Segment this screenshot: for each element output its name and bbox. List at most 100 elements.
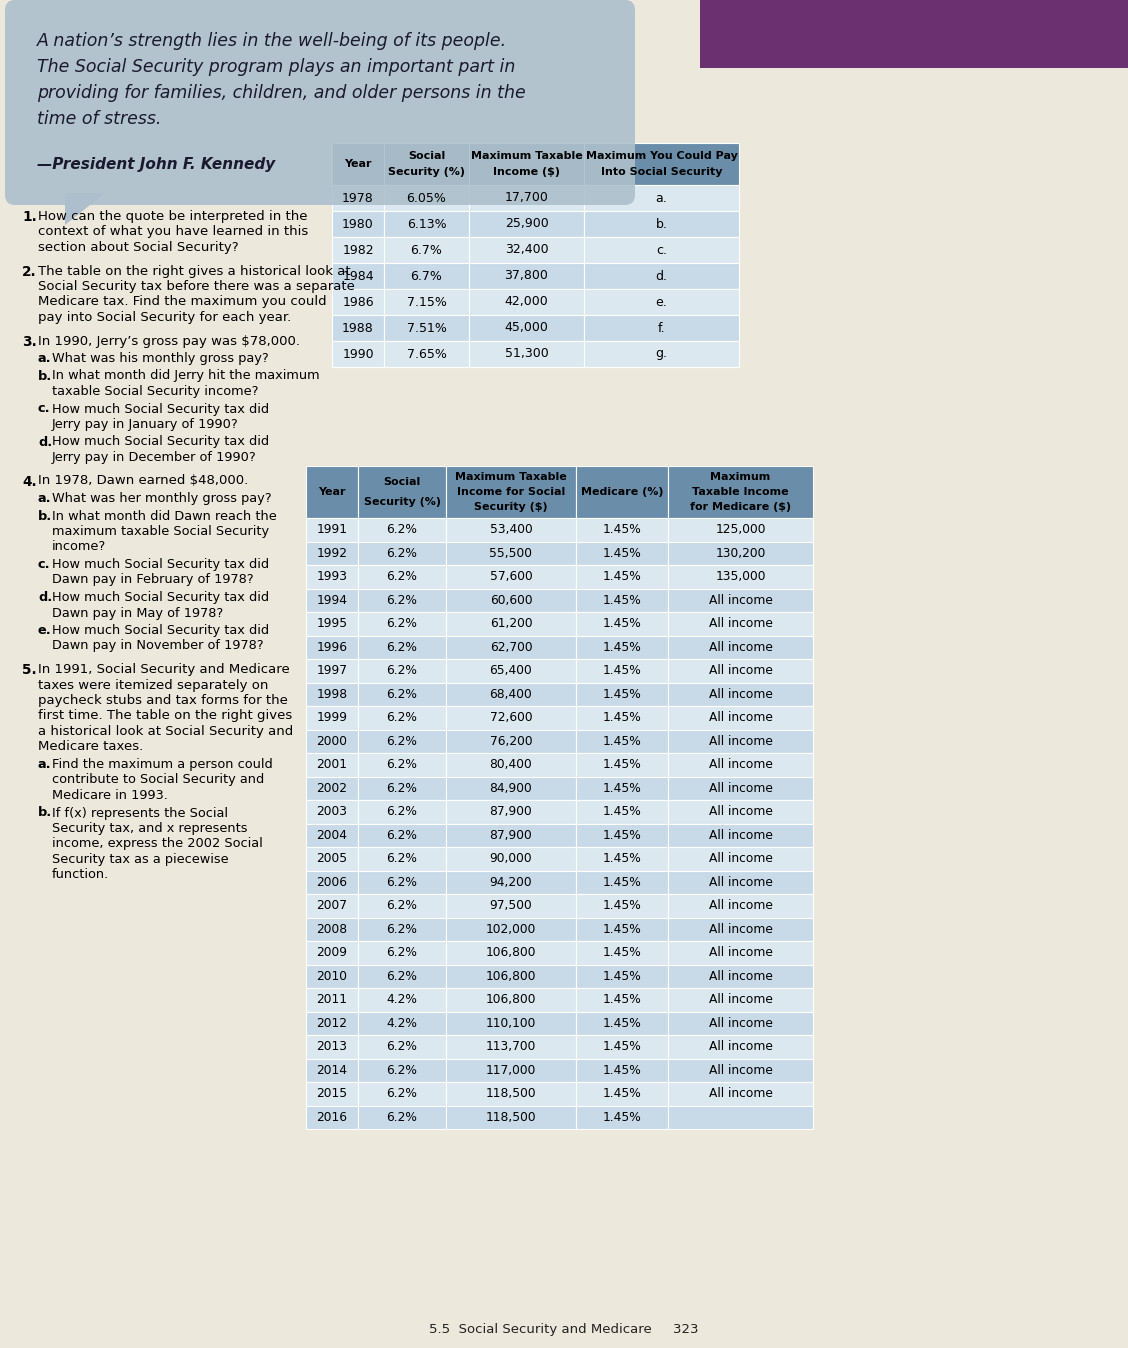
Text: 1.45%: 1.45% — [602, 923, 642, 936]
Text: In 1978, Dawn earned $48,000.: In 1978, Dawn earned $48,000. — [38, 474, 248, 488]
Bar — [358, 659, 446, 682]
Bar — [446, 871, 576, 894]
Bar — [668, 894, 813, 918]
Text: The Social Security program plays an important part in: The Social Security program plays an imp… — [37, 58, 515, 75]
Bar — [358, 729, 446, 754]
Bar — [306, 1058, 358, 1082]
Text: 1.45%: 1.45% — [602, 993, 642, 1006]
Text: 110,100: 110,100 — [486, 1016, 536, 1030]
Bar — [584, 143, 739, 185]
Text: 1.45%: 1.45% — [602, 782, 642, 795]
Text: 84,900: 84,900 — [490, 782, 532, 795]
Bar — [576, 776, 668, 799]
Text: 6.2%: 6.2% — [387, 782, 417, 795]
Bar — [446, 754, 576, 776]
Text: What was his monthly gross pay?: What was his monthly gross pay? — [52, 352, 268, 365]
Text: d.: d. — [655, 270, 668, 283]
Text: 1986: 1986 — [342, 295, 373, 309]
Text: 2008: 2008 — [317, 923, 347, 936]
Bar — [668, 776, 813, 799]
Bar — [384, 341, 469, 367]
Bar — [469, 341, 584, 367]
Bar — [306, 682, 358, 706]
Text: Taxable Income: Taxable Income — [693, 487, 788, 497]
Bar — [668, 659, 813, 682]
Text: The table on the right gives a historical look at: The table on the right gives a historica… — [38, 264, 351, 278]
Bar — [576, 824, 668, 847]
Text: 4.2%: 4.2% — [387, 1016, 417, 1030]
Bar — [446, 729, 576, 754]
Text: 1.45%: 1.45% — [602, 876, 642, 888]
Bar — [306, 776, 358, 799]
Text: 6.2%: 6.2% — [387, 570, 417, 584]
Text: 1984: 1984 — [342, 270, 373, 283]
Bar — [576, 565, 668, 589]
Text: 7.51%: 7.51% — [406, 322, 447, 334]
Text: 1996: 1996 — [317, 640, 347, 654]
Bar — [332, 263, 384, 288]
Text: All income: All income — [708, 617, 773, 631]
Text: 1998: 1998 — [317, 687, 347, 701]
Bar — [576, 847, 668, 871]
Text: Jerry pay in December of 1990?: Jerry pay in December of 1990? — [52, 452, 257, 464]
Text: 2004: 2004 — [317, 829, 347, 841]
Bar — [584, 212, 739, 237]
Bar — [332, 315, 384, 341]
Bar — [332, 341, 384, 367]
Text: All income: All income — [708, 640, 773, 654]
Bar — [576, 1011, 668, 1035]
Text: a.: a. — [38, 352, 52, 365]
Text: Dawn pay in May of 1978?: Dawn pay in May of 1978? — [52, 607, 223, 620]
Text: 1.45%: 1.45% — [602, 570, 642, 584]
Bar — [306, 659, 358, 682]
Bar — [358, 518, 446, 542]
Bar — [384, 185, 469, 212]
Text: 6.2%: 6.2% — [387, 876, 417, 888]
Text: Year: Year — [318, 487, 346, 497]
Bar — [576, 635, 668, 659]
Bar — [576, 542, 668, 565]
Text: Security ($): Security ($) — [474, 501, 548, 512]
Bar — [446, 1035, 576, 1058]
Text: 1.45%: 1.45% — [602, 735, 642, 748]
Bar — [306, 565, 358, 589]
Bar — [358, 871, 446, 894]
Text: 55,500: 55,500 — [490, 547, 532, 559]
Text: 6.2%: 6.2% — [387, 547, 417, 559]
Text: 6.05%: 6.05% — [406, 191, 447, 205]
Text: 6.2%: 6.2% — [387, 829, 417, 841]
Text: 1.: 1. — [23, 210, 37, 224]
Text: 1994: 1994 — [317, 593, 347, 607]
Bar — [584, 341, 739, 367]
Bar — [576, 988, 668, 1011]
Text: b.: b. — [38, 369, 52, 383]
Text: 2005: 2005 — [317, 852, 347, 865]
Text: All income: All income — [708, 758, 773, 771]
Text: 6.2%: 6.2% — [387, 617, 417, 631]
Text: 1999: 1999 — [317, 712, 347, 724]
Text: Security (%): Security (%) — [363, 497, 441, 507]
Bar — [358, 776, 446, 799]
Bar — [306, 1011, 358, 1035]
Text: Medicare tax. Find the maximum you could: Medicare tax. Find the maximum you could — [38, 295, 327, 309]
Text: Social: Social — [408, 151, 446, 160]
Text: 2002: 2002 — [317, 782, 347, 795]
Bar — [446, 659, 576, 682]
Text: Social Security tax before there was a separate: Social Security tax before there was a s… — [38, 280, 355, 293]
Text: 1.45%: 1.45% — [602, 593, 642, 607]
Text: Security tax, and x represents: Security tax, and x represents — [52, 822, 247, 834]
Polygon shape — [65, 193, 105, 225]
Bar — [332, 185, 384, 212]
Text: 4.: 4. — [23, 474, 36, 488]
Bar — [358, 542, 446, 565]
Text: How much Social Security tax did: How much Social Security tax did — [52, 624, 270, 638]
Text: 113,700: 113,700 — [486, 1041, 536, 1053]
Bar — [446, 1082, 576, 1105]
Bar — [668, 466, 813, 518]
Text: All income: All income — [708, 946, 773, 960]
Text: All income: All income — [708, 969, 773, 983]
Bar — [668, 635, 813, 659]
Text: All income: All income — [708, 782, 773, 795]
Text: 76,200: 76,200 — [490, 735, 532, 748]
Bar — [358, 754, 446, 776]
